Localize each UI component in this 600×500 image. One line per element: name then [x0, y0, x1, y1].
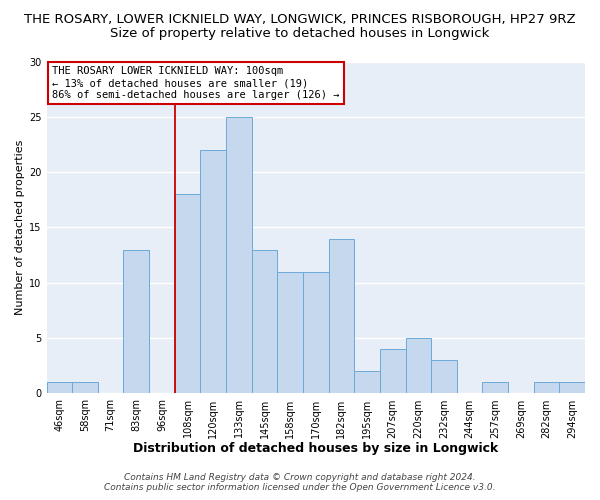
Bar: [431, 360, 457, 394]
Text: THE ROSARY, LOWER ICKNIELD WAY, LONGWICK, PRINCES RISBOROUGH, HP27 9RZ: THE ROSARY, LOWER ICKNIELD WAY, LONGWICK…: [24, 12, 576, 26]
Bar: [354, 372, 380, 394]
Bar: [175, 194, 200, 394]
Bar: [406, 338, 431, 394]
Bar: [226, 117, 251, 394]
Text: THE ROSARY LOWER ICKNIELD WAY: 100sqm
← 13% of detached houses are smaller (19)
: THE ROSARY LOWER ICKNIELD WAY: 100sqm ← …: [52, 66, 340, 100]
Bar: [251, 250, 277, 394]
Text: Contains HM Land Registry data © Crown copyright and database right 2024.
Contai: Contains HM Land Registry data © Crown c…: [104, 473, 496, 492]
Bar: [534, 382, 559, 394]
Bar: [380, 349, 406, 394]
Y-axis label: Number of detached properties: Number of detached properties: [15, 140, 25, 315]
Bar: [124, 250, 149, 394]
Bar: [559, 382, 585, 394]
Bar: [72, 382, 98, 394]
Bar: [303, 272, 329, 394]
Bar: [329, 238, 354, 394]
Bar: [47, 382, 72, 394]
Bar: [482, 382, 508, 394]
Text: Size of property relative to detached houses in Longwick: Size of property relative to detached ho…: [110, 28, 490, 40]
X-axis label: Distribution of detached houses by size in Longwick: Distribution of detached houses by size …: [133, 442, 499, 455]
Bar: [200, 150, 226, 394]
Bar: [277, 272, 303, 394]
